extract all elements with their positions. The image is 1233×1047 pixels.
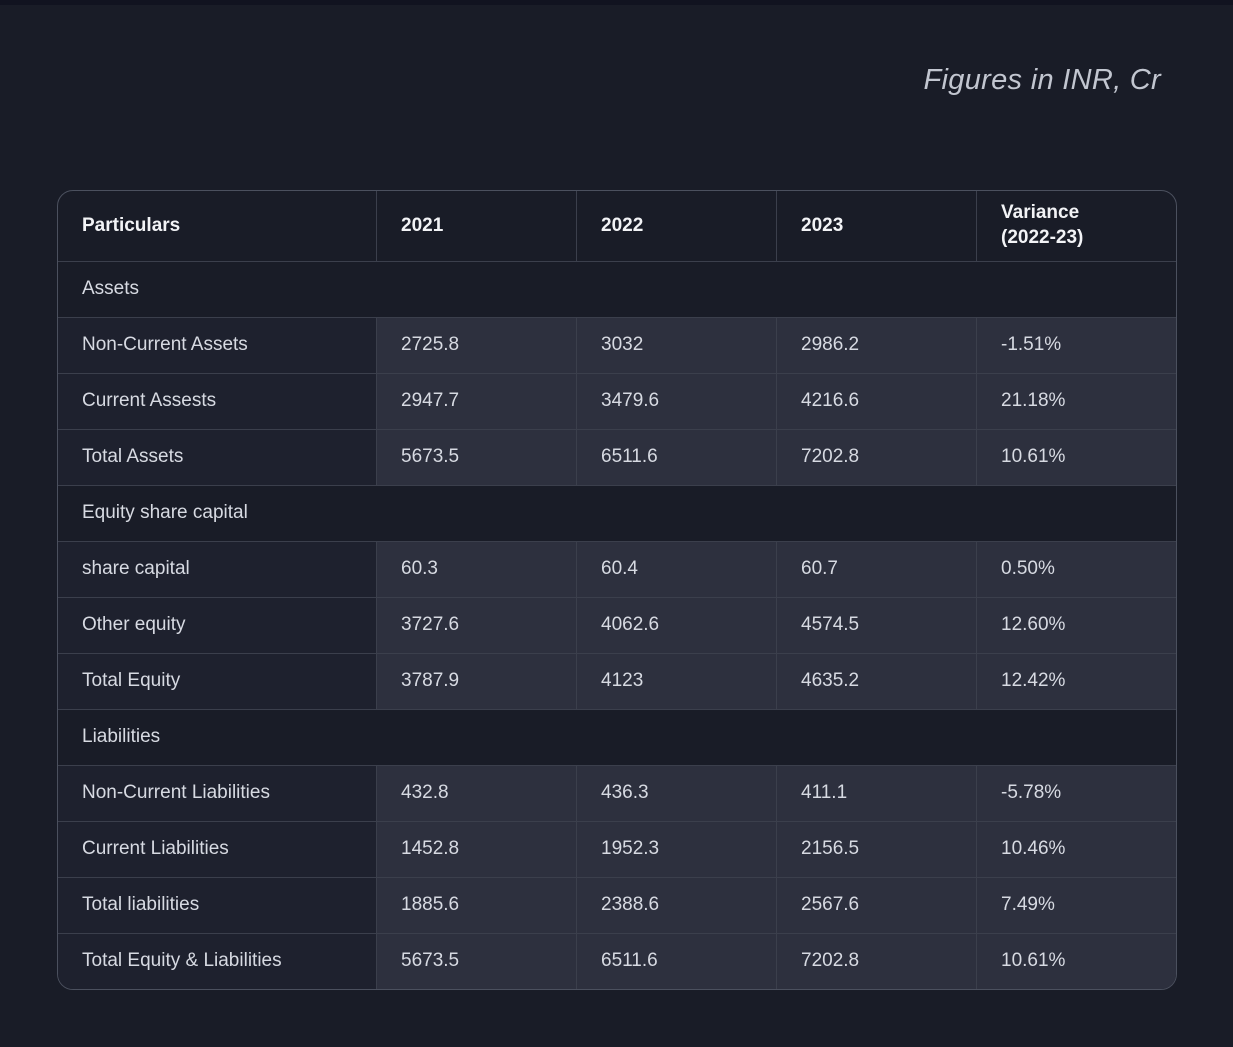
row-label-cell: Current Liabilities: [58, 822, 376, 877]
row-label-cell: share capital: [58, 542, 376, 597]
value-cell: 411.1: [776, 766, 976, 821]
variance-cell: 7.49%: [976, 878, 1176, 933]
table-row: Total Assets 5673.5 6511.6 7202.8 10.61%: [58, 429, 1176, 485]
section-label: Liabilities: [82, 726, 161, 748]
section-label: Assets: [82, 278, 140, 300]
row-label-cell: Total Equity: [58, 654, 376, 709]
value-cell: 3727.6: [376, 598, 576, 653]
value-cell: 1452.8: [376, 822, 576, 877]
variance-cell: 10.61%: [976, 430, 1176, 485]
row-label-cell: Total Assets: [58, 430, 376, 485]
column-header: 2021: [376, 191, 576, 261]
value-cell: 2567.6: [776, 878, 976, 933]
column-header: Variance (2022-23): [976, 191, 1176, 261]
value-cell: 4062.6: [576, 598, 776, 653]
value-cell: 3479.6: [576, 374, 776, 429]
variance-cell: -5.78%: [976, 766, 1176, 821]
variance-cell: 12.60%: [976, 598, 1176, 653]
value-cell: 2947.7: [376, 374, 576, 429]
value-cell: 4216.6: [776, 374, 976, 429]
section-row: Liabilities: [58, 709, 1176, 765]
value-cell: 3032: [576, 318, 776, 373]
value-cell: 436.3: [576, 766, 776, 821]
section-label: Equity share capital: [82, 502, 248, 524]
balance-sheet-table: Particulars 2021 2022 2023 Variance (2022-23…: [57, 190, 1177, 990]
value-cell: 60.7: [776, 542, 976, 597]
value-cell: 2725.8: [376, 318, 576, 373]
column-header: 2022: [576, 191, 776, 261]
top-edge-strip: [0, 0, 1233, 5]
section-row: Assets: [58, 261, 1176, 317]
value-cell: 6511.6: [576, 430, 776, 485]
value-cell: 2986.2: [776, 318, 976, 373]
table-row: Current Assests 2947.7 3479.6 4216.6 21.18%: [58, 373, 1176, 429]
value-cell: 432.8: [376, 766, 576, 821]
row-label-cell: Non-Current Liabilities: [58, 766, 376, 821]
table-row: Current Liabilities 1452.8 1952.3 2156.5 10.…: [58, 821, 1176, 877]
variance-cell: 21.18%: [976, 374, 1176, 429]
value-cell: 7202.8: [776, 430, 976, 485]
value-cell: 1952.3: [576, 822, 776, 877]
table-row: share capital 60.3 60.4 60.7 0.50%: [58, 541, 1176, 597]
column-header: Particulars: [82, 214, 181, 236]
row-label-cell: Total liabilities: [58, 878, 376, 933]
value-cell: 5673.5: [376, 430, 576, 485]
variance-cell: -1.51%: [976, 318, 1176, 373]
value-cell: 4635.2: [776, 654, 976, 709]
value-cell: 4123: [576, 654, 776, 709]
value-cell: 60.4: [576, 542, 776, 597]
table-row: Total liabilities 1885.6 2388.6 2567.6 7.49%: [58, 877, 1176, 933]
table-row: Non-Current Assets 2725.8 3032 2986.2 -1.51%: [58, 317, 1176, 373]
value-cell: 60.3: [376, 542, 576, 597]
value-cell: 5673.5: [376, 934, 576, 989]
value-cell: 2156.5: [776, 822, 976, 877]
figures-unit-caption: Figures in INR, Cr: [923, 64, 1161, 96]
value-cell: 2388.6: [576, 878, 776, 933]
column-header: 2023: [776, 191, 976, 261]
table-row: Total Equity 3787.9 4123 4635.2 12.42%: [58, 653, 1176, 709]
value-cell: 6511.6: [576, 934, 776, 989]
value-cell: 7202.8: [776, 934, 976, 989]
value-cell: 4574.5: [776, 598, 976, 653]
variance-cell: 10.46%: [976, 822, 1176, 877]
variance-cell: 10.61%: [976, 934, 1176, 989]
row-label-cell: Non-Current Assets: [58, 318, 376, 373]
table-row: Total Equity & Liabilities 5673.5 6511.6 72…: [58, 933, 1176, 989]
variance-cell: 0.50%: [976, 542, 1176, 597]
row-label-cell: Current Assests: [58, 374, 376, 429]
variance-cell: 12.42%: [976, 654, 1176, 709]
row-label-cell: Total Equity & Liabilities: [58, 934, 376, 989]
table-row: Other equity 3727.6 4062.6 4574.5 12.60%: [58, 597, 1176, 653]
section-row: Equity share capital: [58, 485, 1176, 541]
table-row: Non-Current Liabilities 432.8 436.3 411.1 -5…: [58, 765, 1176, 821]
value-cell: 3787.9: [376, 654, 576, 709]
row-label-cell: Other equity: [58, 598, 376, 653]
value-cell: 1885.6: [376, 878, 576, 933]
table-header-row: Particulars 2021 2022 2023 Variance (2022-23…: [58, 191, 1176, 261]
